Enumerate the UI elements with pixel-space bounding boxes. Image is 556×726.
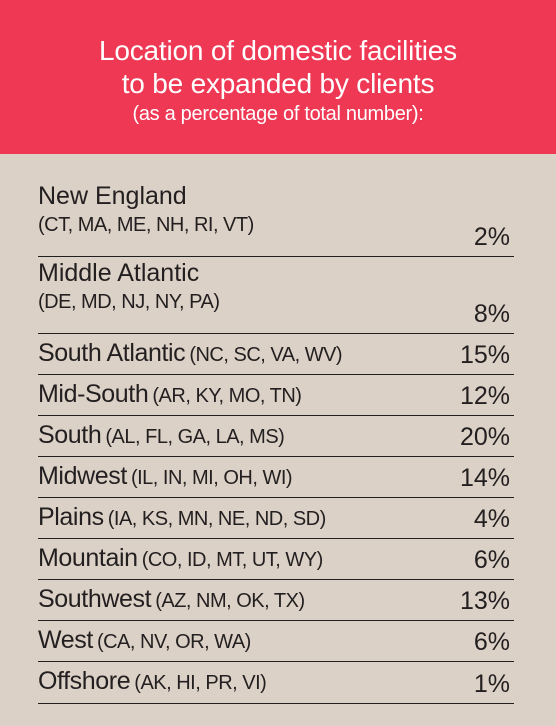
row-percentage: 4% [473, 505, 510, 533]
row-region: South Atlantic [38, 339, 186, 367]
row-region: South [38, 421, 102, 449]
row-region: Middle Atlantic [38, 259, 200, 287]
table-row: Mountain (CO, ID, MT, UT, WY) 6% [38, 539, 514, 580]
table-row: Offshore (AK, HI, PR, VI) 1% [38, 662, 514, 704]
row-percentage: 12% [459, 382, 510, 410]
row-percentage: 8% [473, 300, 510, 328]
row-states: (AZ, NM, OK, TX) [155, 590, 305, 612]
row-percentage: 14% [459, 464, 510, 492]
row-region: Plains [38, 503, 104, 531]
row-percentage: 2% [473, 223, 510, 251]
row-states: (CT, MA, ME, NH, RI, VT) [38, 214, 254, 236]
table-rows: New England (CT, MA, ME, NH, RI, VT) 2% … [38, 180, 514, 704]
row-states: (IL, IN, MI, OH, WI) [130, 467, 293, 489]
row-region: Offshore [38, 667, 131, 695]
row-region: Mid-South [38, 380, 149, 408]
row-states: (AK, HI, PR, VI) [134, 672, 267, 694]
table-row: West (CA, NV, OR, WA) 6% [38, 621, 514, 662]
table-title-line-2: to be expanded by clients [121, 68, 435, 99]
row-region: West [38, 626, 93, 654]
row-states: (AL, FL, GA, LA, MS) [105, 426, 285, 448]
row-states: (AR, KY, MO, TN) [152, 385, 302, 407]
table-row: South (AL, FL, GA, LA, MS) 20% [38, 416, 514, 457]
table-row: Plains (IA, KS, MN, NE, ND, SD) 4% [38, 498, 514, 539]
row-states: (DE, MD, NJ, NY, PA) [38, 291, 220, 313]
table-row: New England (CT, MA, ME, NH, RI, VT) 2% [38, 180, 514, 257]
table-title: Location of domestic facilities [99, 35, 457, 66]
table-row: South Atlantic (NC, SC, VA, WV) 15% [38, 334, 514, 375]
row-states: (IA, KS, MN, NE, ND, SD) [107, 508, 327, 530]
table-header: Location of domestic facilities to be ex… [0, 0, 556, 154]
row-region: Midwest [38, 462, 127, 490]
table-row: Mid-South (AR, KY, MO, TN) 12% [38, 375, 514, 416]
table-subtitle: (as a percentage of total number): [132, 103, 424, 125]
table-row: Southwest (AZ, NM, OK, TX) 13% [38, 580, 514, 621]
row-states: (CA, NV, OR, WA) [96, 631, 251, 653]
row-region: New England [38, 182, 187, 210]
row-percentage: 13% [459, 587, 510, 615]
row-states: (NC, SC, VA, WV) [189, 344, 343, 366]
row-percentage: 20% [459, 423, 510, 451]
row-states: (CO, ID, MT, UT, WY) [141, 549, 324, 571]
row-percentage: 15% [459, 341, 510, 369]
table-row: Middle Atlantic (DE, MD, NJ, NY, PA) 8% [38, 257, 514, 334]
row-percentage: 6% [473, 628, 510, 656]
row-region: Southwest [38, 585, 152, 613]
table-row: Midwest (IL, IN, MI, OH, WI) 14% [38, 457, 514, 498]
row-percentage: 1% [473, 670, 510, 698]
row-percentage: 6% [473, 546, 510, 574]
row-region: Mountain [38, 544, 138, 572]
